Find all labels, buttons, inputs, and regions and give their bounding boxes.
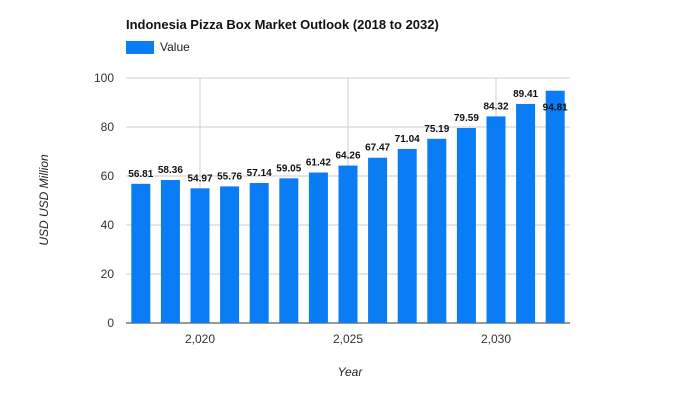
y-tick-label: 0 [107,316,114,330]
data-label-2027: 71.04 [395,134,420,145]
data-label-2030: 84.32 [483,101,508,112]
y-tick-label: 40 [101,218,115,232]
legend-label: Value [160,40,190,54]
x-axis: 2,020 2,025 2,030 [185,332,511,346]
y-tick-label: 100 [94,71,114,85]
bar-2023 [279,178,299,323]
data-label-2024: 61.42 [306,158,331,169]
bar-2024 [308,172,328,323]
y-tick-label: 80 [101,120,115,134]
bar-2022 [249,183,269,323]
x-tick-label: 2,030 [481,332,511,346]
bar-2029 [456,128,476,323]
bars [131,90,565,324]
chart-title: Indonesia Pizza Box Market Outlook (2018… [126,17,439,32]
bar-2021 [220,186,240,323]
bar-2032 [545,90,565,323]
bar-2028 [427,138,447,323]
data-labels: 56.81 58.36 54.97 55.76 57.14 59.05 61.42 64.26… [128,89,568,184]
legend-swatch [126,40,154,54]
bar-2027 [397,148,417,323]
bar-2030 [486,116,506,323]
data-label-2026: 67.47 [365,143,390,154]
bar-2020 [190,188,210,323]
bar-2019 [160,180,180,323]
data-label-2020: 54.97 [187,173,212,184]
bar-2018 [131,183,151,323]
data-label-2022: 57.14 [247,168,272,179]
bar-2026 [368,157,388,323]
x-tick-label: 2,025 [333,332,363,346]
bar-2025 [338,165,358,323]
data-label-2018: 56.81 [128,169,153,180]
data-label-2028: 75.19 [424,124,449,135]
data-label-2025: 64.26 [335,151,360,162]
data-label-2032: 94.81 [543,103,568,114]
data-label-2029: 79.59 [454,113,479,124]
data-label-2019: 58.36 [158,165,183,176]
data-label-2021: 55.76 [217,171,242,182]
data-label-2023: 59.05 [276,163,301,174]
x-tick-label: 2,020 [185,332,215,346]
x-axis-title: Year [338,365,364,379]
legend: Value [126,40,190,54]
y-tick-label: 60 [101,169,115,183]
y-axis-title: USD USD Million [37,154,51,246]
y-axis: 0 20 40 60 80 100 [94,71,114,330]
bar-2031 [516,103,536,324]
data-label-2031: 89.41 [513,89,538,100]
y-tick-label: 20 [101,267,115,281]
